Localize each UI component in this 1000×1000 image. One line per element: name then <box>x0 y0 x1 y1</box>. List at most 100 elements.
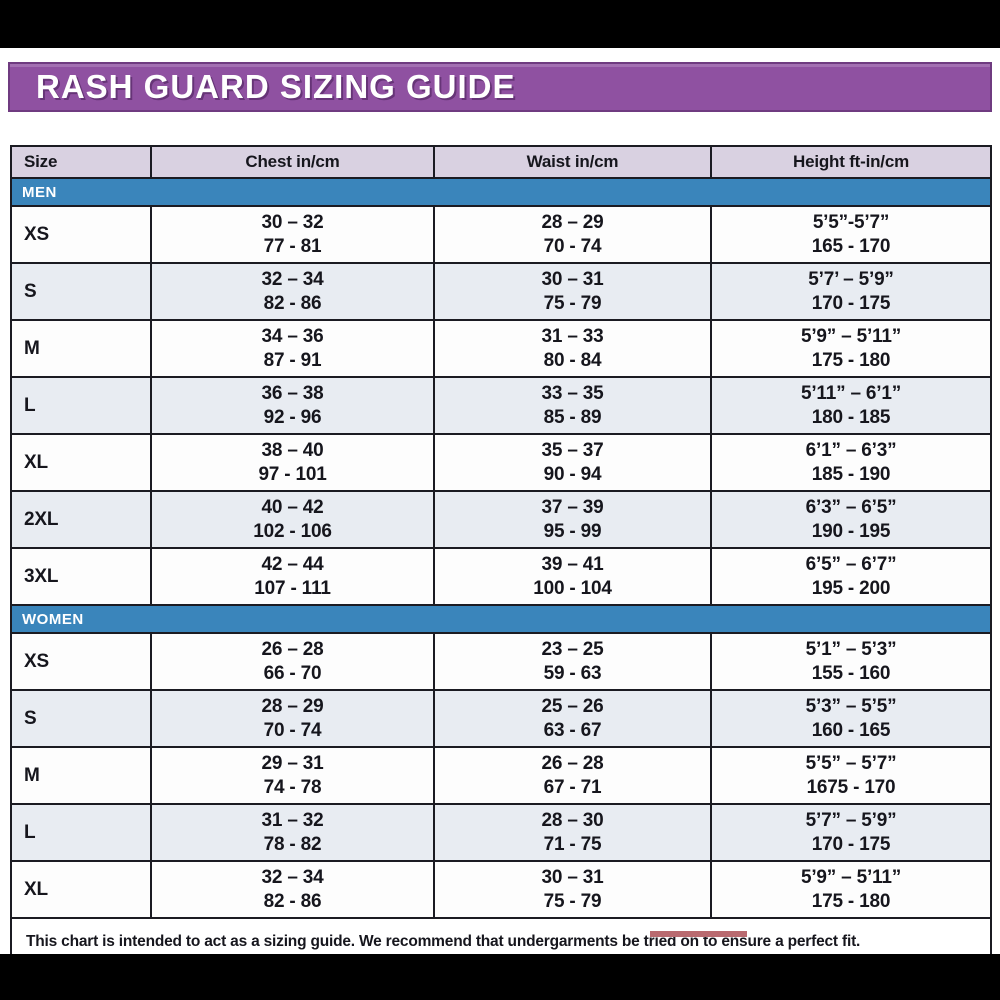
table-row-xl: XL 38 – 40 97 - 101 35 – 37 90 - 94 6’1” – 6’… <box>10 433 992 492</box>
height-cell-primary: 5’5” – 5’7” <box>805 752 897 774</box>
table-header-row: Size Chest in/cm Waist in/cm Height ft-i… <box>10 145 992 179</box>
height-cell-metric: 180 - 185 <box>811 406 891 428</box>
waist-cell: 39 – 41 100 - 104 <box>433 547 712 606</box>
chest-cell-primary: 36 – 38 <box>261 382 324 404</box>
chest-cell: 38 – 40 97 - 101 <box>150 433 435 492</box>
waist-cell: 31 – 33 80 - 84 <box>433 319 712 378</box>
table-row-xl: XL 32 – 34 82 - 86 30 – 31 75 - 79 5’9” – 5’1… <box>10 860 992 919</box>
waist-cell: 28 – 29 70 - 74 <box>433 205 712 264</box>
chest-cell-primary: 42 – 44 <box>261 553 324 575</box>
table-row-xs: XS 30 – 32 77 - 81 28 – 29 70 - 74 5’5”-5’7” 1… <box>10 205 992 264</box>
waist-cell-metric: 59 - 63 <box>543 662 602 684</box>
height-cell: 5’9” – 5’11” 175 - 180 <box>710 860 992 919</box>
size-cell: L <box>10 803 152 862</box>
height-cell-metric: 175 - 180 <box>811 890 891 912</box>
chest-cell: 26 – 28 66 - 70 <box>150 632 435 691</box>
chest-cell-primary: 32 – 34 <box>261 268 324 290</box>
chest-cell: 32 – 34 82 - 86 <box>150 262 435 321</box>
waist-cell: 30 – 31 75 - 79 <box>433 262 712 321</box>
column-header-size: Size <box>10 145 152 179</box>
waist-cell-metric: 100 - 104 <box>533 577 612 599</box>
table-row-s: S 28 – 29 70 - 74 25 – 26 63 - 67 5’3” – 5’5”… <box>10 689 992 748</box>
waist-cell: 33 – 35 85 - 89 <box>433 376 712 435</box>
height-cell: 5’11” – 6’1” 180 - 185 <box>710 376 992 435</box>
height-cell-metric: 170 - 175 <box>811 292 891 314</box>
table-row-m: M 29 – 31 74 - 78 26 – 28 67 - 71 5’5” – 5’7”… <box>10 746 992 805</box>
size-cell: XL <box>10 433 152 492</box>
waist-cell-metric: 95 - 99 <box>543 520 602 542</box>
height-cell-primary: 5’7’ – 5’9” <box>808 268 894 290</box>
size-cell: M <box>10 319 152 378</box>
height-cell: 5’1” – 5’3” 155 - 160 <box>710 632 992 691</box>
chest-cell: 36 – 38 92 - 96 <box>150 376 435 435</box>
sizing-table: Size Chest in/cm Waist in/cm Height ft-i… <box>10 145 992 967</box>
chest-cell-metric: 107 - 111 <box>254 577 331 599</box>
waist-cell: 30 – 31 75 - 79 <box>433 860 712 919</box>
waist-cell-primary: 30 – 31 <box>541 268 604 290</box>
chest-cell-primary: 40 – 42 <box>261 496 324 518</box>
column-header-chest: Chest in/cm <box>150 145 435 179</box>
table-row-2xl: 2XL 40 – 42 102 - 106 37 – 39 95 - 99 6’3” – … <box>10 490 992 549</box>
waist-cell-metric: 63 - 67 <box>543 719 602 741</box>
size-cell: S <box>10 262 152 321</box>
waist-cell-primary: 25 – 26 <box>541 695 604 717</box>
chest-cell-primary: 29 – 31 <box>261 752 324 774</box>
chest-cell-metric: 87 - 91 <box>263 349 322 371</box>
size-cell: 3XL <box>10 547 152 606</box>
height-cell: 5’3” – 5’5” 160 - 165 <box>710 689 992 748</box>
height-cell-metric: 195 - 200 <box>811 577 891 599</box>
height-cell-metric: 185 - 190 <box>811 463 891 485</box>
chest-cell-metric: 82 - 86 <box>263 292 322 314</box>
chest-cell: 42 – 44 107 - 111 <box>150 547 435 606</box>
waist-cell-metric: 90 - 94 <box>543 463 602 485</box>
table-row-3xl: 3XL 42 – 44 107 - 111 39 – 41 100 - 104 6’5” … <box>10 547 992 606</box>
size-cell: 2XL <box>10 490 152 549</box>
waist-cell: 23 – 25 59 - 63 <box>433 632 712 691</box>
page-title: RASH GUARD SIZING GUIDE <box>36 68 516 105</box>
waist-cell: 35 – 37 90 - 94 <box>433 433 712 492</box>
height-cell-metric: 175 - 180 <box>811 349 891 371</box>
waist-cell-metric: 75 - 79 <box>543 890 602 912</box>
height-cell-metric: 190 - 195 <box>811 520 891 542</box>
waist-cell-metric: 80 - 84 <box>543 349 602 371</box>
height-cell: 5’7” – 5’9” 170 - 175 <box>710 803 992 862</box>
waist-cell-primary: 23 – 25 <box>541 638 604 660</box>
height-cell-primary: 6’3” – 6’5” <box>805 496 897 518</box>
chest-cell: 29 – 31 74 - 78 <box>150 746 435 805</box>
chest-cell-primary: 38 – 40 <box>261 439 324 461</box>
chest-cell: 31 – 32 78 - 82 <box>150 803 435 862</box>
height-cell: 5’5”-5’7” 165 - 170 <box>710 205 992 264</box>
height-cell-primary: 5’1” – 5’3” <box>805 638 897 660</box>
chest-cell-primary: 26 – 28 <box>261 638 324 660</box>
height-cell: 6’3” – 6’5” 190 - 195 <box>710 490 992 549</box>
section-header-women: WOMEN <box>10 604 992 634</box>
height-cell-primary: 6’1” – 6’3” <box>805 439 897 461</box>
chest-cell-primary: 34 – 36 <box>261 325 324 347</box>
height-cell-metric: 1675 - 170 <box>806 776 896 798</box>
table-row-l: L 36 – 38 92 - 96 33 – 35 85 - 89 5’11” – 6’1… <box>10 376 992 435</box>
column-header-waist: Waist in/cm <box>433 145 712 179</box>
height-cell: 5’7’ – 5’9” 170 - 175 <box>710 262 992 321</box>
section-header-men: MEN <box>10 177 992 207</box>
chest-cell-metric: 66 - 70 <box>263 662 322 684</box>
chest-cell: 28 – 29 70 - 74 <box>150 689 435 748</box>
bottom-letterbox <box>0 954 1000 1000</box>
waist-cell-primary: 35 – 37 <box>541 439 604 461</box>
height-cell-primary: 5’5”-5’7” <box>812 211 890 233</box>
chest-cell-metric: 77 - 81 <box>263 235 322 257</box>
table-row-l: L 31 – 32 78 - 82 28 – 30 71 - 75 5’7” – 5’9”… <box>10 803 992 862</box>
size-cell: XS <box>10 632 152 691</box>
height-cell-primary: 6’5” – 6’7” <box>805 553 897 575</box>
height-cell-metric: 155 - 160 <box>811 662 891 684</box>
top-letterbox <box>0 0 1000 48</box>
waist-cell-primary: 30 – 31 <box>541 866 604 888</box>
chest-cell: 34 – 36 87 - 91 <box>150 319 435 378</box>
chest-cell-metric: 70 - 74 <box>263 719 322 741</box>
height-cell: 6’5” – 6’7” 195 - 200 <box>710 547 992 606</box>
table-row-s: S 32 – 34 82 - 86 30 – 31 75 - 79 5’7’ – 5’9”… <box>10 262 992 321</box>
table-row-xs: XS 26 – 28 66 - 70 23 – 25 59 - 63 5’1” – 5’3… <box>10 632 992 691</box>
section-label: MEN <box>10 177 992 207</box>
waist-cell: 37 – 39 95 - 99 <box>433 490 712 549</box>
waist-cell-primary: 39 – 41 <box>541 553 604 575</box>
